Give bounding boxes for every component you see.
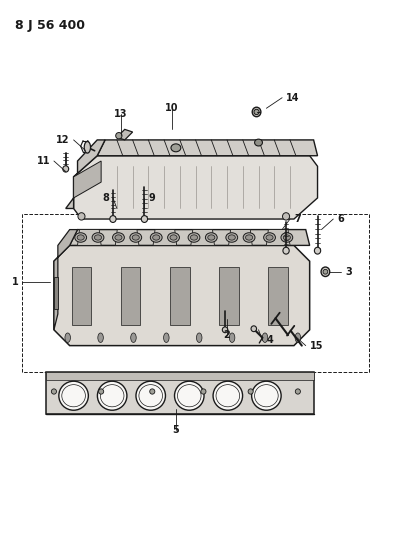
Ellipse shape xyxy=(75,233,87,242)
Text: 3: 3 xyxy=(345,267,352,277)
Ellipse shape xyxy=(229,333,235,342)
Ellipse shape xyxy=(208,235,215,240)
Ellipse shape xyxy=(63,166,69,172)
Ellipse shape xyxy=(264,233,275,242)
Polygon shape xyxy=(73,161,101,198)
Ellipse shape xyxy=(131,333,136,342)
Ellipse shape xyxy=(283,235,290,240)
Text: 2: 2 xyxy=(224,330,230,340)
Polygon shape xyxy=(54,245,310,345)
Ellipse shape xyxy=(168,233,180,242)
Polygon shape xyxy=(97,140,318,156)
Ellipse shape xyxy=(115,235,122,240)
Ellipse shape xyxy=(226,233,238,242)
Ellipse shape xyxy=(130,233,142,242)
Text: 4: 4 xyxy=(267,335,273,345)
Ellipse shape xyxy=(196,333,202,342)
Text: 15: 15 xyxy=(310,341,323,351)
Ellipse shape xyxy=(170,235,177,240)
Polygon shape xyxy=(72,266,91,325)
Polygon shape xyxy=(54,277,58,309)
Text: 9: 9 xyxy=(148,193,155,203)
Ellipse shape xyxy=(281,233,293,242)
Ellipse shape xyxy=(92,233,104,242)
Text: 1: 1 xyxy=(12,277,18,287)
Text: 10: 10 xyxy=(165,103,179,114)
Polygon shape xyxy=(267,230,290,245)
Ellipse shape xyxy=(205,233,217,242)
Ellipse shape xyxy=(190,235,198,240)
Ellipse shape xyxy=(243,233,255,242)
Ellipse shape xyxy=(283,247,289,254)
Ellipse shape xyxy=(84,141,91,153)
Text: 7: 7 xyxy=(294,214,301,224)
Ellipse shape xyxy=(97,381,127,410)
Ellipse shape xyxy=(295,389,300,394)
Ellipse shape xyxy=(59,381,88,410)
Ellipse shape xyxy=(110,216,116,222)
Ellipse shape xyxy=(314,247,321,254)
Text: 13: 13 xyxy=(114,109,128,118)
Polygon shape xyxy=(153,230,177,245)
Ellipse shape xyxy=(153,235,160,240)
Ellipse shape xyxy=(262,333,268,342)
Ellipse shape xyxy=(255,139,263,146)
Polygon shape xyxy=(70,230,310,245)
Text: 6: 6 xyxy=(337,214,344,224)
Polygon shape xyxy=(66,140,105,208)
Ellipse shape xyxy=(222,327,228,333)
Ellipse shape xyxy=(141,216,148,222)
Ellipse shape xyxy=(201,389,206,394)
Polygon shape xyxy=(54,230,77,330)
Ellipse shape xyxy=(252,381,281,410)
Text: 8: 8 xyxy=(102,193,109,203)
Ellipse shape xyxy=(174,381,204,410)
Ellipse shape xyxy=(95,235,101,240)
Text: 12: 12 xyxy=(56,135,70,145)
Ellipse shape xyxy=(228,235,235,240)
Ellipse shape xyxy=(113,233,124,242)
Polygon shape xyxy=(46,372,314,414)
Ellipse shape xyxy=(51,389,57,394)
Polygon shape xyxy=(115,230,139,245)
Ellipse shape xyxy=(99,389,104,394)
Ellipse shape xyxy=(116,133,122,139)
Ellipse shape xyxy=(248,389,253,394)
Polygon shape xyxy=(46,372,314,380)
Polygon shape xyxy=(219,266,239,325)
Ellipse shape xyxy=(136,381,166,410)
Ellipse shape xyxy=(321,267,330,277)
Ellipse shape xyxy=(78,213,85,220)
Polygon shape xyxy=(73,156,318,219)
Polygon shape xyxy=(121,266,140,325)
Ellipse shape xyxy=(150,389,155,394)
Ellipse shape xyxy=(323,269,328,274)
Ellipse shape xyxy=(282,213,290,220)
Ellipse shape xyxy=(171,144,181,152)
Ellipse shape xyxy=(77,235,84,240)
Ellipse shape xyxy=(188,233,200,242)
Ellipse shape xyxy=(295,333,300,342)
Text: 14: 14 xyxy=(286,93,300,103)
Ellipse shape xyxy=(164,333,169,342)
Text: 8 J 56 400: 8 J 56 400 xyxy=(15,19,85,31)
Ellipse shape xyxy=(251,326,257,332)
Ellipse shape xyxy=(213,381,243,410)
Polygon shape xyxy=(269,266,288,325)
Ellipse shape xyxy=(245,235,253,240)
Ellipse shape xyxy=(266,235,273,240)
Ellipse shape xyxy=(252,107,261,117)
Polygon shape xyxy=(191,230,214,245)
Ellipse shape xyxy=(65,333,71,342)
Polygon shape xyxy=(117,130,132,140)
Ellipse shape xyxy=(150,233,162,242)
Ellipse shape xyxy=(254,109,259,115)
Polygon shape xyxy=(77,230,101,245)
Text: 11: 11 xyxy=(36,156,50,166)
Ellipse shape xyxy=(132,235,139,240)
Ellipse shape xyxy=(98,333,103,342)
Polygon shape xyxy=(170,266,190,325)
Polygon shape xyxy=(229,230,252,245)
Text: 5: 5 xyxy=(172,425,179,435)
